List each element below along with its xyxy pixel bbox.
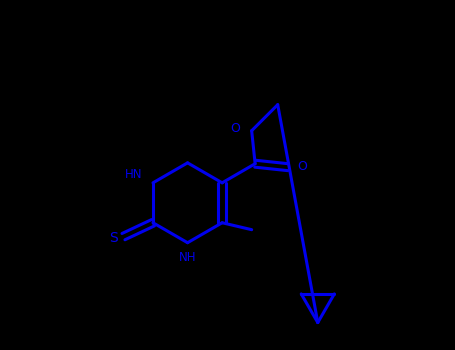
Text: HN: HN — [124, 168, 142, 181]
Text: S: S — [109, 231, 118, 245]
Text: NH: NH — [179, 251, 196, 264]
Text: O: O — [297, 160, 307, 173]
Text: O: O — [231, 122, 241, 135]
